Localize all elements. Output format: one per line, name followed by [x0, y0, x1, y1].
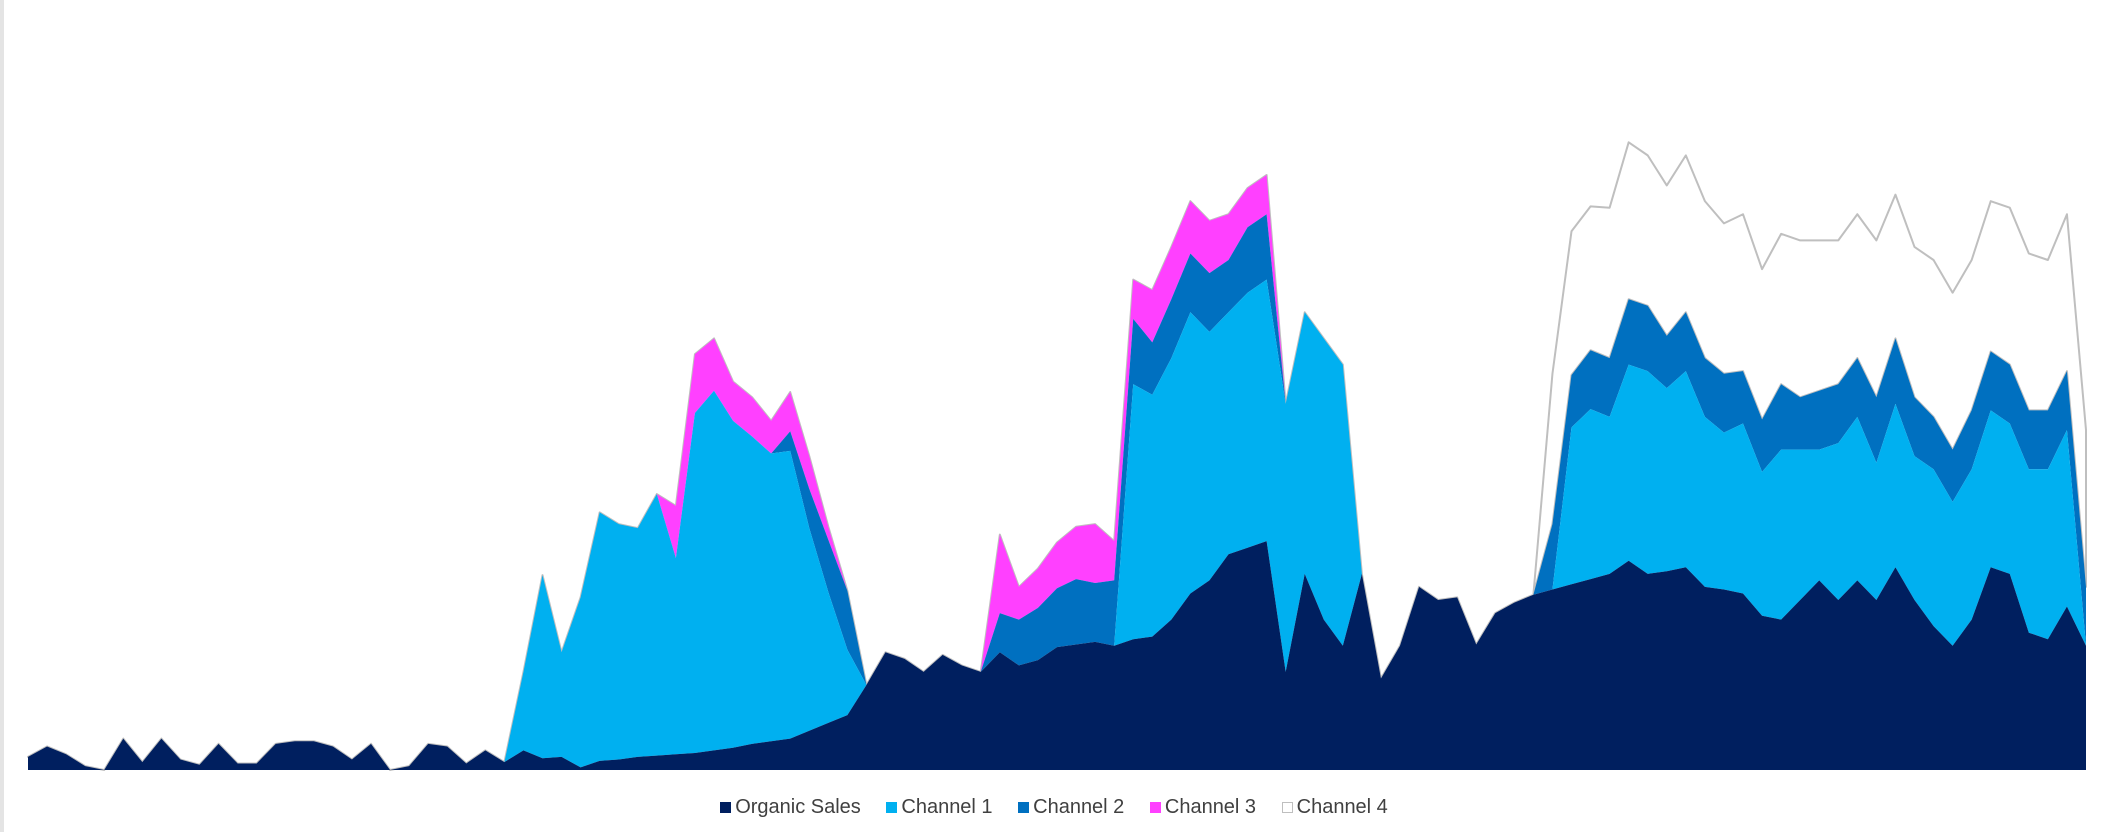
legend-item-channel-4: Channel 4	[1281, 796, 1388, 819]
legend-item-organic-sales: Organic Sales	[720, 796, 861, 819]
chart-frame-border	[0, 0, 4, 832]
legend-swatch-channel-3	[1149, 802, 1161, 813]
plot-area	[27, 141, 2087, 771]
legend-label-organic-sales: Organic Sales	[735, 796, 861, 818]
legend-swatch-channel-2	[1018, 802, 1030, 813]
legend-label-channel-4: Channel 4	[1296, 796, 1388, 818]
legend-swatch-channel-1	[886, 802, 898, 813]
legend-label-channel-2: Channel 2	[1033, 796, 1125, 818]
chart-legend: Organic Sales Channel 1 Channel 2 Channe…	[0, 796, 2108, 819]
legend-label-channel-1: Channel 1	[901, 796, 993, 818]
legend-swatch-channel-4	[1281, 802, 1293, 813]
legend-item-channel-1: Channel 1	[886, 796, 993, 819]
legend-label-channel-3: Channel 3	[1164, 796, 1257, 818]
series-area-organic-sales	[28, 541, 2086, 770]
legend-item-channel-2: Channel 2	[1018, 796, 1124, 819]
legend-swatch-organic-sales	[720, 802, 732, 813]
series-area-channel-1	[28, 279, 2086, 770]
legend-item-channel-3: Channel 3	[1149, 796, 1257, 819]
